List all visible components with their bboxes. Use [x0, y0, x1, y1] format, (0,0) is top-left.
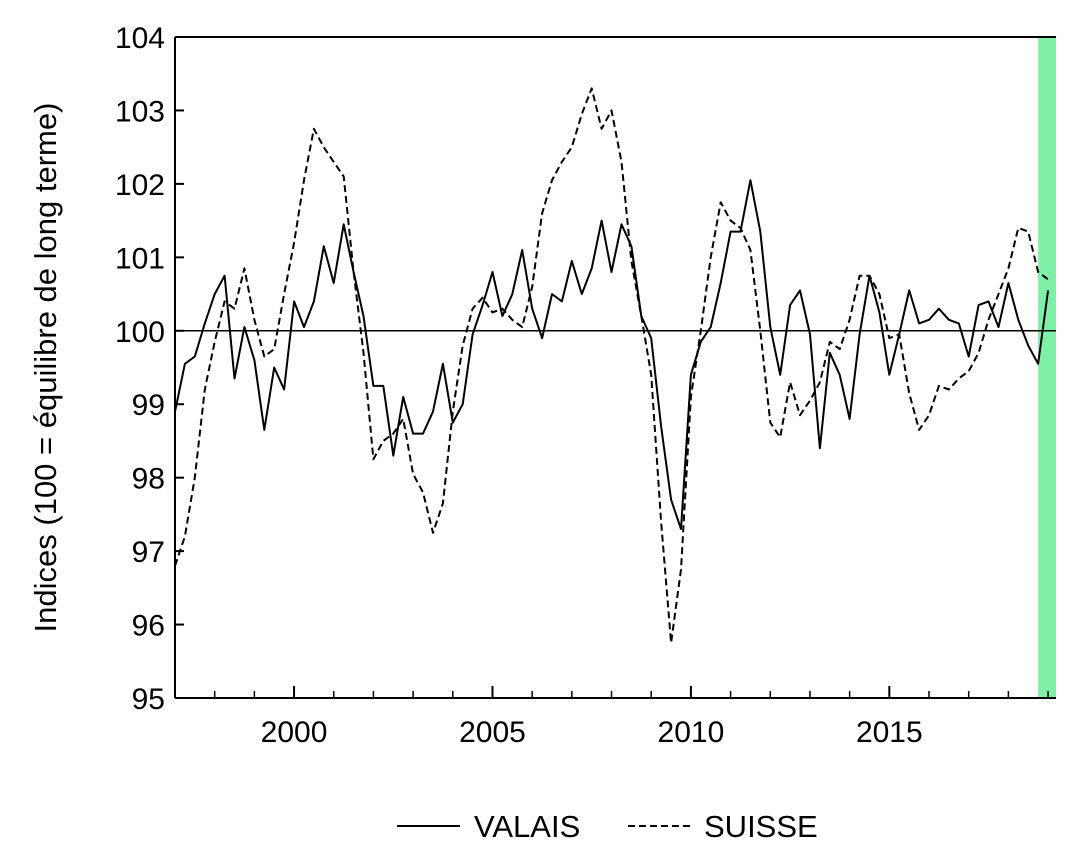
x-tick-label: 2005: [459, 716, 526, 749]
series-group: [174, 87, 1050, 644]
y-tick-label: 100: [115, 316, 165, 349]
y-tick-label: 98: [132, 463, 165, 496]
y-tick-label: 96: [132, 610, 165, 643]
y-tick-label: 95: [132, 683, 165, 716]
forecast-highlight-band: [1038, 37, 1056, 698]
x-tick-label: 2015: [856, 716, 923, 749]
legend-label-suisse: SUISSE: [704, 809, 818, 844]
y-tick-label: 97: [132, 536, 165, 569]
y-tick-label: 101: [115, 242, 165, 275]
x-tick-label: 2010: [658, 716, 725, 749]
y-tick-label: 102: [115, 169, 165, 202]
highlight-band-rect: [1038, 37, 1056, 698]
y-axis-ticks: 95 96 97 98 99 100 101 102 103 104: [115, 22, 184, 716]
legend: VALAIS SUISSE: [397, 809, 818, 844]
plot-frame-group: [174, 36, 1056, 699]
y-tick-label: 103: [115, 95, 165, 128]
y-tick-label: 99: [132, 389, 165, 422]
series-line-valais: [174, 179, 1050, 531]
legend-label-valais: VALAIS: [474, 809, 580, 844]
x-axis-ticks: 2000 2005 2010 2015: [174, 686, 1049, 749]
y-axis-title: Indices (100 = équilibre de long terme): [28, 103, 63, 633]
y-tick-label: 104: [115, 22, 165, 55]
x-tick-label: 2000: [261, 716, 328, 749]
series-line-suisse: [174, 87, 1049, 644]
